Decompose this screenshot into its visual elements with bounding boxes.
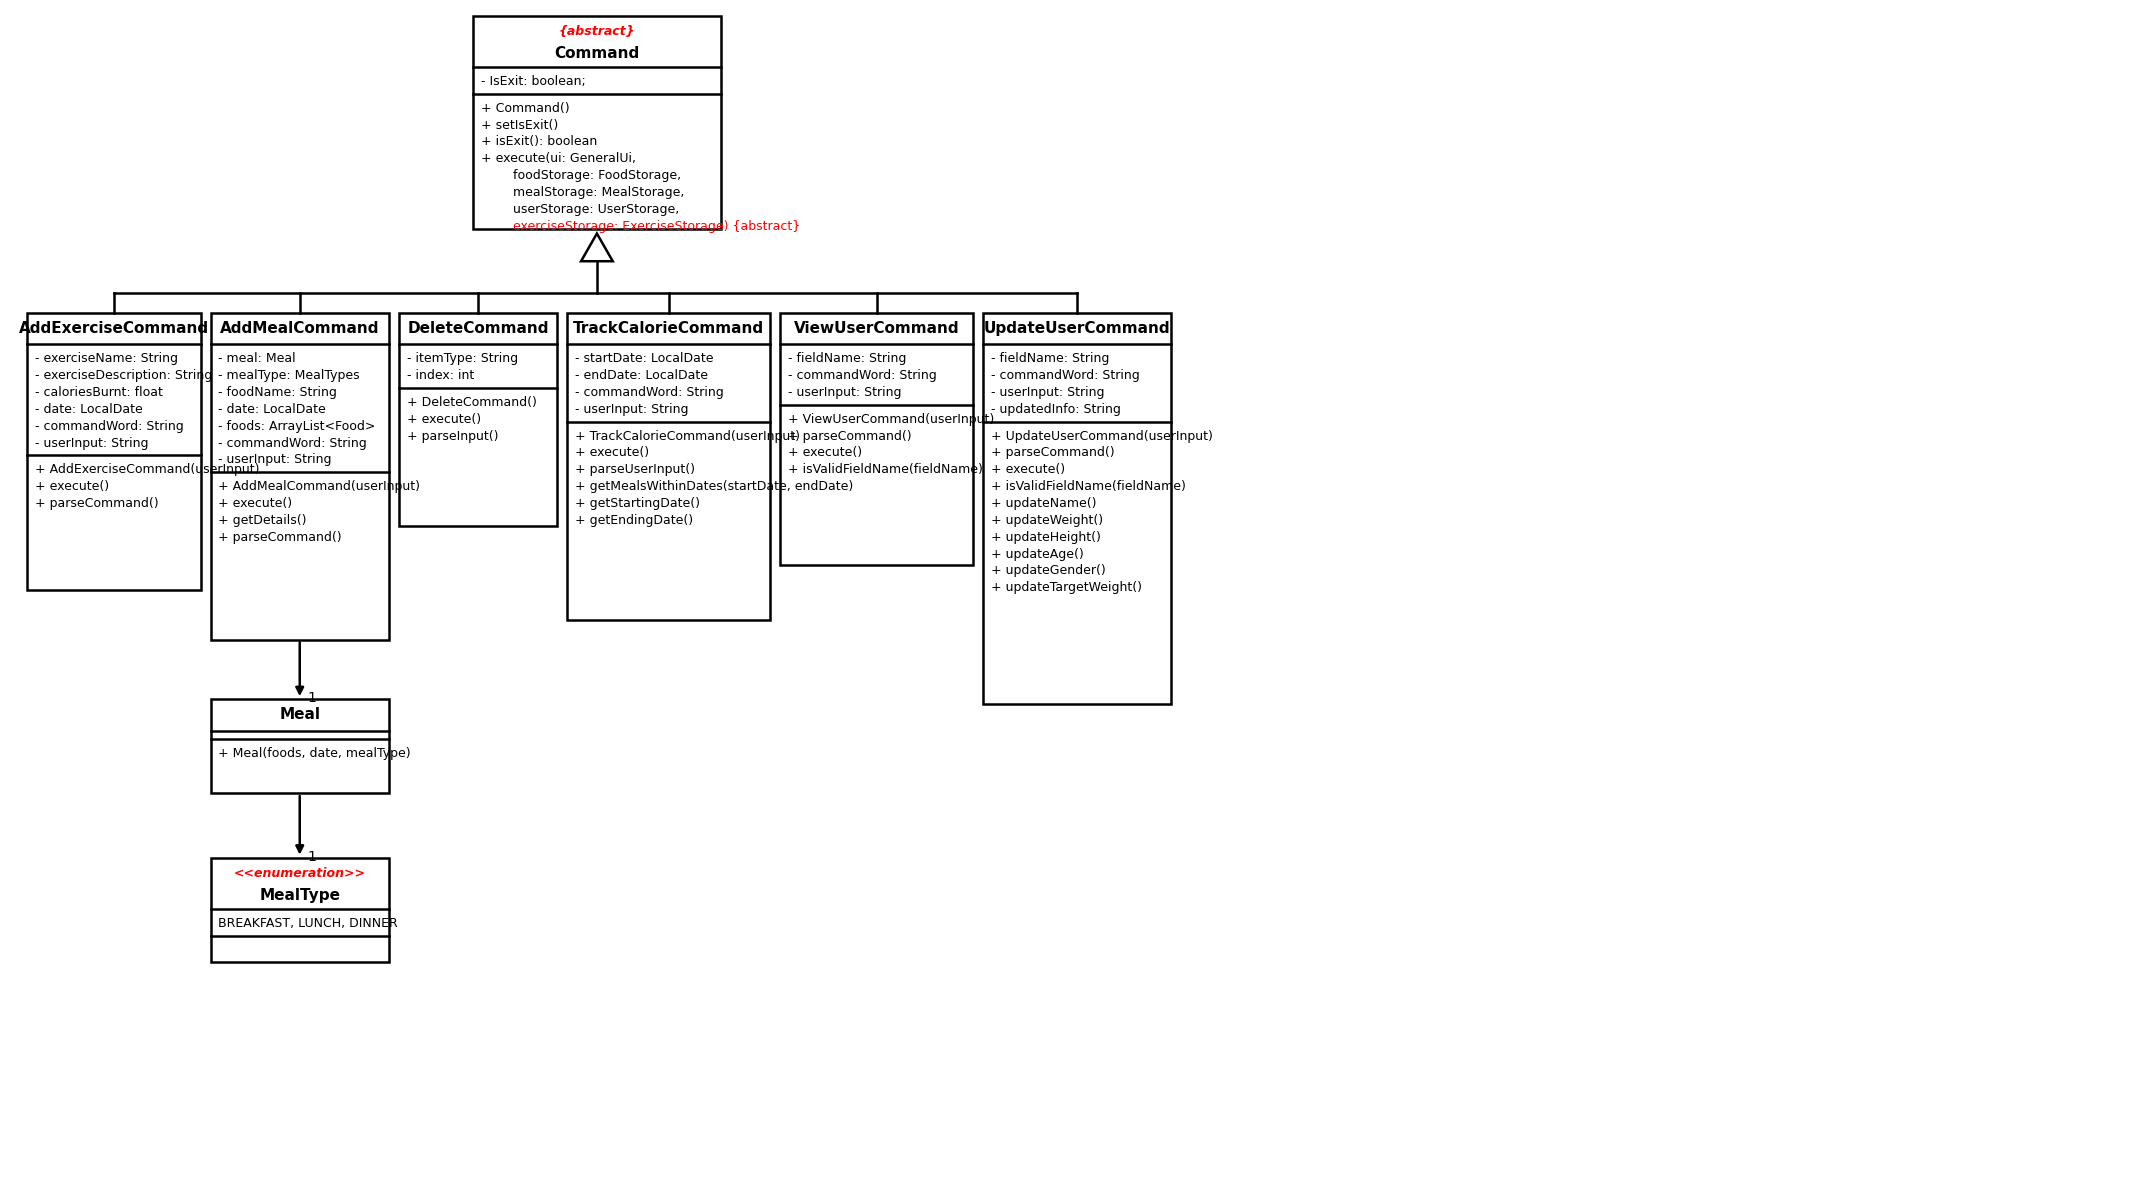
Bar (28, 313, 202, 590)
Text: foodStorage: FoodStorage,: foodStorage: FoodStorage, (480, 169, 682, 183)
Polygon shape (581, 233, 613, 261)
Text: + AddMealCommand(userInput): + AddMealCommand(userInput) (219, 480, 420, 493)
Text: - commandWord: String: - commandWord: String (34, 419, 184, 433)
Text: + parseCommand(): + parseCommand() (34, 496, 159, 510)
Text: + parseInput(): + parseInput() (407, 429, 497, 442)
Text: + getMealsWithinDates(startDate, endDate): + getMealsWithinDates(startDate, endDate… (575, 480, 853, 493)
Text: - commandWord: String: - commandWord: String (219, 436, 367, 450)
Text: - caloriesBurnt: float: - caloriesBurnt: float (34, 386, 163, 399)
Text: - itemType: String: - itemType: String (407, 352, 519, 365)
Text: + updateGender(): + updateGender() (991, 565, 1106, 577)
Text: + isExit(): boolean: + isExit(): boolean (480, 136, 598, 148)
Text: - mealType: MealTypes: - mealType: MealTypes (219, 369, 360, 382)
Text: Meal: Meal (279, 708, 319, 722)
Text: + parseCommand(): + parseCommand() (789, 429, 911, 442)
Text: + updateAge(): + updateAge() (991, 547, 1085, 560)
Text: ViewUserCommand: ViewUserCommand (793, 321, 961, 337)
Text: - userInput: String: - userInput: String (575, 403, 688, 416)
Text: - IsExit: boolean;: - IsExit: boolean; (480, 75, 585, 88)
Text: + execute(): + execute() (991, 463, 1066, 476)
Bar (210, 700, 388, 793)
Text: TrackCalorieCommand: TrackCalorieCommand (572, 321, 763, 337)
Text: AddMealCommand: AddMealCommand (221, 321, 379, 337)
Text: 1: 1 (307, 691, 317, 706)
Text: - userInput: String: - userInput: String (991, 386, 1104, 399)
Text: - startDate: LocalDate: - startDate: LocalDate (575, 352, 714, 365)
Text: + Command(): + Command() (480, 102, 570, 114)
Text: UpdateUserCommand: UpdateUserCommand (984, 321, 1171, 337)
Bar (474, 16, 720, 228)
Text: - foods: ArrayList<Food>: - foods: ArrayList<Food> (219, 419, 375, 433)
Text: - userInput: String: - userInput: String (789, 386, 903, 399)
Text: DeleteCommand: DeleteCommand (407, 321, 549, 337)
Text: - commandWord: String: - commandWord: String (789, 369, 937, 382)
Text: - date: LocalDate: - date: LocalDate (34, 403, 144, 416)
Text: - commandWord: String: - commandWord: String (575, 386, 725, 399)
Text: mealStorage: MealStorage,: mealStorage: MealStorage, (480, 186, 684, 200)
Text: + getDetails(): + getDetails() (219, 513, 307, 526)
Text: + updateHeight(): + updateHeight() (991, 530, 1102, 543)
Text: + execute(): + execute() (407, 412, 480, 426)
Text: - fieldName: String: - fieldName: String (991, 352, 1111, 365)
Bar (210, 313, 388, 639)
Text: + execute(ui: GeneralUi,: + execute(ui: GeneralUi, (480, 153, 637, 165)
Text: + getStartingDate(): + getStartingDate() (575, 496, 701, 510)
Text: + UpdateUserCommand(userInput): + UpdateUserCommand(userInput) (991, 429, 1214, 442)
Text: AddExerciseCommand: AddExerciseCommand (19, 321, 210, 337)
Text: + ViewUserCommand(userInput): + ViewUserCommand(userInput) (789, 412, 995, 426)
Text: - exerciseName: String: - exerciseName: String (34, 352, 178, 365)
Text: userStorage: UserStorage,: userStorage: UserStorage, (480, 203, 680, 216)
Text: - userInput: String: - userInput: String (34, 436, 148, 450)
Text: BREAKFAST, LUNCH, DINNER: BREAKFAST, LUNCH, DINNER (219, 917, 399, 930)
Text: - foodName: String: - foodName: String (219, 386, 337, 399)
Text: MealType: MealType (259, 888, 341, 903)
Text: + DeleteCommand(): + DeleteCommand() (407, 395, 536, 409)
Text: + getEndingDate(): + getEndingDate() (575, 513, 693, 526)
Text: - exerciseDescription: String: - exerciseDescription: String (34, 369, 212, 382)
Bar (780, 313, 973, 565)
Text: + parseUserInput(): + parseUserInput() (575, 463, 695, 476)
Text: + isValidFieldName(fieldName): + isValidFieldName(fieldName) (789, 463, 982, 476)
Text: <<enumeration>>: <<enumeration>> (234, 867, 367, 880)
Bar (984, 313, 1171, 704)
Text: - fieldName: String: - fieldName: String (789, 352, 907, 365)
Text: + updateName(): + updateName() (991, 496, 1096, 510)
Text: Command: Command (555, 46, 639, 61)
Text: - meal: Meal: - meal: Meal (219, 352, 296, 365)
Text: + updateWeight(): + updateWeight() (991, 513, 1104, 526)
Text: {abstract}: {abstract} (560, 25, 635, 38)
Text: + execute(): + execute() (575, 446, 650, 459)
Text: + AddExerciseCommand(userInput): + AddExerciseCommand(userInput) (34, 463, 259, 476)
Text: - endDate: LocalDate: - endDate: LocalDate (575, 369, 708, 382)
Bar (399, 313, 557, 525)
Text: - index: int: - index: int (407, 369, 474, 382)
Text: + updateTargetWeight(): + updateTargetWeight() (991, 582, 1143, 594)
Text: - commandWord: String: - commandWord: String (991, 369, 1141, 382)
Text: + parseCommand(): + parseCommand() (991, 446, 1115, 459)
Text: + execute(): + execute() (34, 480, 109, 493)
Text: - updatedInfo: String: - updatedInfo: String (991, 403, 1121, 416)
Text: + execute(): + execute() (789, 446, 862, 459)
Bar (210, 857, 388, 962)
Text: + TrackCalorieCommand(userInput): + TrackCalorieCommand(userInput) (575, 429, 800, 442)
Text: + setIsExit(): + setIsExit() (480, 119, 557, 131)
Text: + Meal(foods, date, mealType): + Meal(foods, date, mealType) (219, 746, 412, 760)
Text: + execute(): + execute() (219, 496, 292, 510)
Text: + isValidFieldName(fieldName): + isValidFieldName(fieldName) (991, 480, 1186, 493)
Bar (568, 313, 770, 620)
Text: - date: LocalDate: - date: LocalDate (219, 403, 326, 416)
Text: + parseCommand(): + parseCommand() (219, 530, 343, 543)
Text: exerciseStorage: ExerciseStorage) {abstract}: exerciseStorage: ExerciseStorage) {abstr… (480, 220, 800, 233)
Text: 1: 1 (307, 850, 317, 864)
Text: - userInput: String: - userInput: String (219, 453, 332, 466)
